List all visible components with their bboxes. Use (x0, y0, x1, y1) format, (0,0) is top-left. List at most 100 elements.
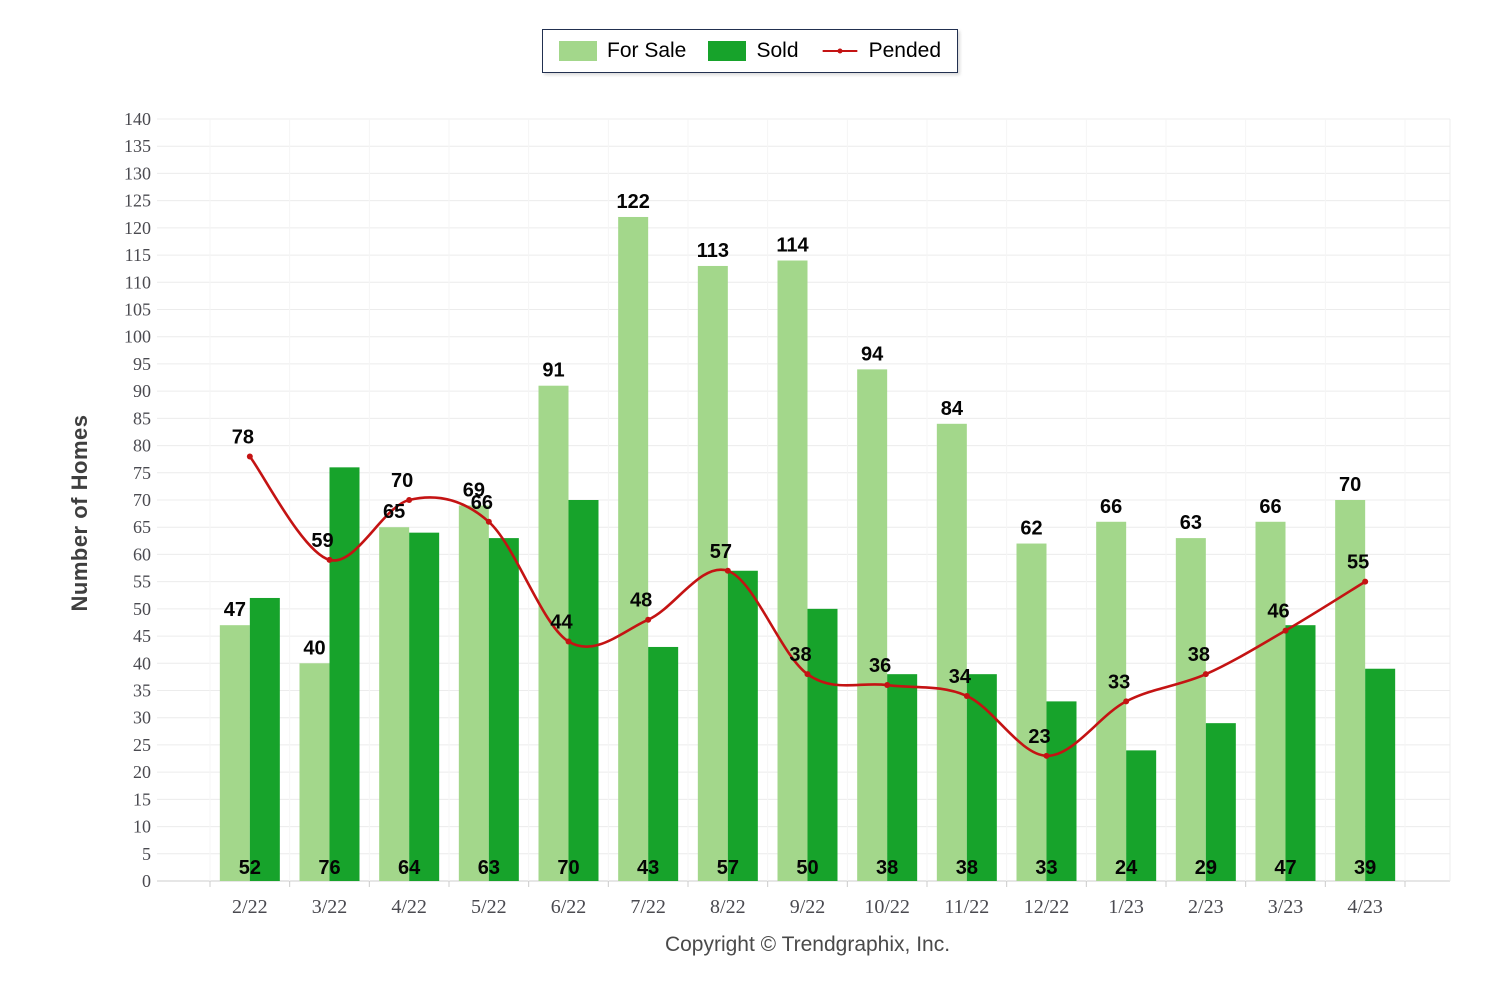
pended-value-label: 78 (232, 426, 254, 448)
sold-value-label: 24 (1115, 857, 1138, 879)
bar-sold (568, 500, 599, 881)
for-sale-value-label: 63 (1180, 512, 1202, 534)
y-tick-label: 30 (133, 708, 151, 728)
y-tick-label: 115 (125, 245, 151, 265)
for-sale-value-label: 114 (776, 235, 809, 257)
bar-for-sale (777, 260, 808, 881)
pended-point (1282, 627, 1289, 634)
bar-sold (887, 674, 918, 881)
pended-point (804, 671, 811, 678)
pended-point (1043, 752, 1050, 759)
for-sale-value-label: 66 (1259, 496, 1281, 518)
x-tick-label: 3/23 (1268, 896, 1304, 918)
bar-for-sale (379, 527, 410, 881)
sold-value-label: 29 (1195, 857, 1217, 879)
for-sale-value-label: 66 (1100, 496, 1122, 518)
for-sale-value-label: 47 (224, 599, 246, 621)
x-tick-label: 4/22 (391, 896, 427, 918)
bar-sold (488, 538, 519, 881)
bar-for-sale (857, 369, 888, 881)
y-tick-label: 50 (133, 599, 151, 619)
x-tick-label: 1/23 (1108, 896, 1144, 918)
pended-value-label: 57 (710, 541, 732, 563)
bar-for-sale (697, 265, 728, 881)
y-tick-label: 15 (133, 789, 151, 809)
bar-sold (648, 646, 679, 881)
pended-point (246, 453, 253, 460)
bar-for-sale (1096, 521, 1127, 881)
for-sale-value-label: 113 (697, 240, 729, 262)
x-tick-label: 9/22 (790, 896, 826, 918)
x-tick-label: 6/22 (551, 896, 587, 918)
copyright-footer: Copyright © Trendgraphix, Inc. (664, 933, 951, 956)
y-tick-label: 105 (124, 300, 151, 320)
bar-for-sale (458, 505, 489, 881)
y-tick-label: 135 (124, 136, 151, 156)
pended-value-label: 48 (630, 590, 652, 612)
x-tick-label: 10/22 (864, 896, 910, 918)
y-tick-label: 125 (124, 191, 151, 211)
bar-sold (727, 570, 758, 881)
y-tick-label: 5 (142, 844, 151, 864)
y-tick-label: 10 (133, 817, 151, 837)
for-sale-value-label: 40 (303, 637, 325, 659)
legend-item-pended: Pended (821, 39, 941, 63)
x-tick-label: 12/22 (1024, 896, 1070, 918)
sold-value-label: 57 (717, 857, 739, 879)
sold-value-label: 47 (1274, 857, 1296, 879)
for-sale-value-label: 69 (463, 479, 485, 501)
pended-value-label: 23 (1028, 726, 1050, 748)
pended-point (884, 682, 891, 689)
sold-value-label: 70 (557, 857, 579, 879)
pended-point (326, 556, 333, 563)
x-tick-label: 3/22 (312, 896, 348, 918)
pended-point (1123, 698, 1130, 705)
pended-value-label: 44 (550, 612, 573, 634)
bar-for-sale (219, 625, 250, 881)
pended-point (1362, 578, 1369, 585)
pended-value-label: 38 (1188, 644, 1210, 666)
bar-sold (1205, 723, 1236, 881)
sold-value-label: 38 (956, 857, 978, 879)
pended-point (1202, 671, 1209, 678)
sold-swatch-icon (708, 41, 747, 61)
pended-value-label: 36 (869, 655, 891, 677)
pended-line (248, 455, 1366, 758)
for-sale-value-label: 84 (941, 398, 964, 420)
for-sale-value-label: 122 (616, 191, 649, 213)
bar-sold (1365, 668, 1396, 881)
x-tick-label: 11/22 (944, 896, 989, 918)
sold-value-label: 76 (318, 857, 340, 879)
pended-value-label: 66 (471, 492, 493, 514)
pended-point (406, 497, 413, 503)
y-tick-label: 45 (133, 626, 151, 646)
x-tick-label: 2/22 (232, 896, 268, 918)
y-tick-label: 140 (124, 109, 151, 129)
y-tick-label: 120 (124, 218, 151, 238)
y-tick-label: 25 (133, 735, 151, 755)
bar-sold (409, 532, 440, 881)
x-tick-label: 7/22 (630, 896, 666, 918)
x-tick-label: 5/22 (471, 896, 507, 918)
y-tick-label: 95 (133, 354, 151, 374)
y-tick-label: 70 (133, 490, 151, 510)
y-tick-label: 20 (133, 762, 151, 782)
for-sale-value-label: 65 (383, 501, 405, 523)
x-tick-label: 8/22 (710, 896, 746, 918)
for-sale-value-label: 94 (861, 343, 884, 365)
legend-item-for-sale: For Sale (559, 39, 686, 63)
legend-label-sold: Sold (756, 39, 799, 62)
pended-value-label: 55 (1347, 552, 1369, 574)
sold-value-label: 63 (478, 857, 500, 879)
bar-sold (807, 608, 838, 881)
pended-value-label: 46 (1267, 601, 1289, 623)
bar-for-sale (299, 663, 330, 881)
legend-label-pended: Pended (868, 39, 941, 62)
pended-value-label: 70 (391, 470, 413, 492)
pended-value-label: 33 (1108, 671, 1130, 693)
legend: For Sale Sold Pended (542, 29, 958, 73)
pended-value-label: 59 (311, 530, 333, 552)
bar-for-sale (936, 423, 967, 881)
bar-for-sale (1175, 538, 1206, 881)
